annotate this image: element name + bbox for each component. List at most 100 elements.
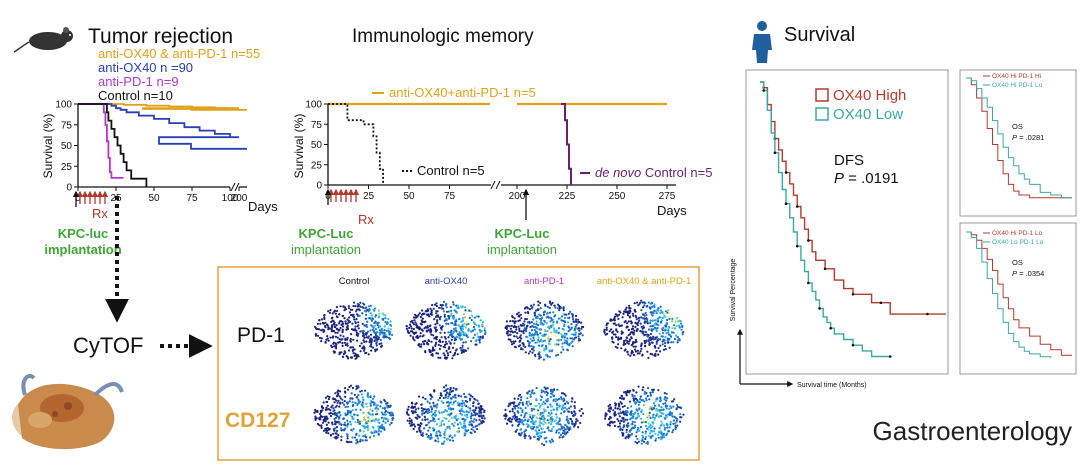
cytof-cell (631, 325, 635, 328)
cytof-cell (346, 441, 349, 444)
cytof-cell (450, 312, 453, 315)
cytof-cell (463, 322, 466, 325)
cytof-cell (676, 320, 680, 323)
cytof-cell (636, 349, 640, 352)
cytof-cell (369, 312, 372, 315)
cytof-cell (626, 406, 629, 410)
cytof-cell (649, 424, 652, 427)
cytof-cell (451, 332, 454, 335)
cytof-cell (422, 312, 425, 316)
cytof-cell (649, 416, 652, 419)
cytof-cell (360, 389, 364, 392)
cytof-cell (390, 411, 393, 414)
cytof-cell (611, 337, 614, 340)
cytof-cell (475, 315, 478, 318)
cytof-cell (364, 433, 367, 436)
cytof-cell (574, 331, 578, 334)
cytof-cell (447, 336, 450, 339)
cytof-cell (413, 425, 417, 428)
cytof-cell (410, 327, 413, 330)
cytof-cell (442, 396, 445, 400)
cytof-cell (556, 307, 560, 310)
cytof-cell (525, 423, 528, 426)
cytof-cell (563, 338, 566, 341)
cytof-cell (473, 418, 476, 421)
cytof-cell (427, 421, 430, 424)
cytof-cell (570, 326, 574, 329)
cytof-cell (509, 327, 512, 330)
cytof-cell (316, 409, 319, 413)
cytof-cell (552, 425, 555, 428)
cytof-cell (461, 324, 464, 328)
cytof-cell (656, 433, 660, 436)
cytof-cell (537, 409, 540, 412)
cytof-cell (561, 432, 565, 435)
cytof-col-label-ox40: anti-OX40 (425, 276, 468, 287)
cytof-cell (427, 429, 430, 432)
cytof-cell (628, 333, 632, 336)
cytof-cell (479, 335, 482, 338)
cytof-cell (422, 340, 425, 343)
cytof-cell (503, 414, 506, 417)
cytof-cell (336, 336, 339, 339)
cytof-cell (459, 412, 462, 415)
cytof-cell (665, 407, 668, 410)
cytof-cell (520, 317, 523, 320)
cytof-cell (423, 408, 427, 411)
cytof-cell (663, 342, 667, 345)
cytof-cell (334, 392, 337, 395)
cytof-cell (651, 311, 654, 314)
cytof-cell (359, 438, 362, 441)
cytof-cell (349, 339, 352, 342)
cytof-cell (536, 438, 539, 441)
cytof-cell (369, 436, 372, 439)
cytof-cell (658, 316, 661, 319)
cytof-cell (458, 402, 461, 405)
cytof-cell (520, 414, 523, 417)
cytof-cell (378, 329, 381, 332)
cytof-cell (448, 427, 451, 430)
cytof-cell (566, 321, 570, 324)
cytof-cell (655, 308, 658, 311)
cytof-cell (666, 318, 669, 322)
survival-legend-low-swatch (815, 107, 829, 121)
cytof-cell (324, 321, 327, 324)
cytof-cell (652, 430, 656, 433)
cytof-cell (562, 404, 565, 407)
cytof-cell (605, 326, 608, 329)
cytof-cell (335, 395, 339, 398)
cytof-cell (620, 332, 623, 335)
cytof-cell (461, 317, 464, 320)
cytof-cell (559, 396, 563, 399)
cytof-cell (542, 311, 546, 314)
survival-title: Survival (784, 24, 855, 46)
cytof-cell (525, 402, 528, 405)
cytof-cell (364, 439, 367, 442)
cytof-cell (347, 388, 350, 391)
cytof-cell (650, 408, 654, 411)
cytof-cell (443, 434, 446, 437)
cytof-cell (410, 330, 414, 333)
cytof-cell (520, 396, 523, 399)
cytof-cell (477, 315, 480, 318)
cytof-cell (328, 327, 331, 330)
cytof-cell (352, 305, 355, 308)
cytof-cell (538, 429, 541, 432)
cytof-cell (637, 414, 640, 417)
cytof-cell (624, 348, 627, 351)
cytof-cell (435, 338, 438, 341)
cytof-cell (539, 301, 542, 305)
cytof-cell (625, 326, 628, 329)
cytof-cell (449, 388, 452, 391)
cytof-cell (565, 313, 568, 316)
cytof-cell (457, 324, 460, 327)
cytof-cell (666, 432, 669, 435)
cytof-cell (514, 407, 517, 410)
cytof-cell (647, 434, 650, 437)
cytof-cell (384, 410, 387, 413)
cytof-cell (333, 309, 337, 312)
cytof-cell (444, 396, 447, 399)
cytof-cell (338, 405, 341, 408)
cytof-cell (449, 342, 452, 345)
cytof-cell (527, 311, 530, 315)
